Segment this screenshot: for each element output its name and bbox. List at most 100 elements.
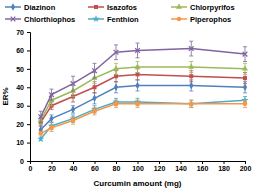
marker (92, 68, 97, 73)
y-tick: 30 (16, 102, 30, 109)
legend-marker (94, 5, 98, 9)
error-cap (136, 107, 140, 108)
y-tick: 0 (20, 158, 30, 165)
error-cap (243, 83, 247, 84)
error-bar (71, 106, 75, 113)
legend-label: Chlorthiophos (24, 15, 75, 24)
error-bar (243, 47, 247, 62)
x-axis-line (31, 162, 246, 165)
marker (38, 114, 43, 119)
x-tick-mark (159, 161, 160, 164)
y-axis-line (27, 33, 31, 162)
series (39, 80, 248, 133)
error-cap (189, 107, 193, 108)
marker (135, 82, 139, 89)
marker (114, 102, 119, 107)
legend-marker (177, 17, 182, 22)
series-line (41, 85, 245, 129)
error-cap (189, 100, 193, 101)
x-axis-title: Curcumin amount (mg) (94, 179, 182, 188)
error-cap (93, 92, 97, 93)
series-line (41, 104, 245, 133)
series-line (41, 67, 245, 120)
marker (49, 126, 54, 131)
error-cap (136, 43, 140, 44)
marker (189, 46, 194, 51)
error-cap (243, 100, 247, 101)
error-cap (189, 100, 193, 101)
legend: DiazinonIsazofosChlorpyrifosChlorthiopho… (5, 3, 235, 24)
y-tick-label: 50 (16, 66, 24, 73)
error-bar (189, 100, 193, 107)
marker (189, 74, 193, 78)
error-cap (189, 41, 193, 42)
error-bar (50, 89, 54, 100)
marker (188, 64, 194, 69)
marker (243, 84, 247, 91)
x-tick: 100 (132, 161, 144, 172)
y-tick-mark (27, 124, 30, 125)
error-cap (50, 131, 54, 132)
error-cap (39, 125, 43, 126)
marker (242, 65, 248, 70)
x-axis: 020406080100120140160180200 (29, 161, 252, 172)
marker (71, 118, 76, 123)
error-bar (50, 124, 54, 131)
error-cap (114, 81, 118, 82)
x-tick-mark (138, 161, 139, 164)
series (39, 69, 247, 126)
y-axis-title: ER% (1, 87, 10, 105)
x-tick-mark (202, 161, 203, 164)
error-bar (136, 100, 140, 107)
error-cap (39, 124, 43, 125)
x-tick-label: 60 (91, 165, 99, 172)
legend-marker (11, 17, 16, 22)
error-cap (243, 63, 247, 64)
error-bar (71, 76, 75, 91)
error-cap (136, 57, 140, 58)
error-cap (39, 125, 43, 126)
marker (49, 115, 53, 122)
legend-marker (176, 3, 182, 8)
y-tick: 70 (16, 29, 30, 36)
error-cap (39, 122, 43, 123)
legend-label: Chlorpyrifos (190, 3, 235, 12)
x-tick: 40 (70, 161, 78, 172)
error-cap (136, 79, 140, 80)
error-bar (93, 82, 97, 93)
error-cap (71, 90, 75, 91)
legend-item: Diazinon (5, 3, 56, 12)
y-tick-mark (27, 69, 30, 70)
y-tick-label: 10 (16, 139, 24, 146)
x-tick-label: 200 (240, 165, 252, 172)
x-tick: 160 (197, 161, 209, 172)
error-cap (93, 83, 97, 84)
error-bar (39, 132, 43, 136)
y-tick-label: 30 (16, 102, 24, 109)
error-bar (50, 115, 54, 122)
y-tick-mark (27, 50, 30, 51)
error-cap (136, 100, 140, 101)
error-cap (114, 107, 118, 108)
marker (38, 131, 43, 136)
error-cap (71, 124, 75, 125)
error-bar (243, 73, 247, 84)
series-line (41, 49, 245, 117)
x-tick-mark (95, 161, 96, 164)
error-cap (71, 90, 75, 91)
x-tick: 20 (48, 161, 56, 172)
error-cap (243, 61, 247, 62)
x-tick: 0 (29, 161, 33, 172)
error-bar (114, 82, 118, 93)
x-tick: 140 (175, 161, 187, 172)
error-cap (93, 63, 97, 64)
y-tick: 50 (16, 66, 30, 73)
y-tick: 10 (16, 139, 30, 146)
error-bar (136, 80, 140, 91)
y-tick: 20 (16, 121, 30, 128)
y-tick-label: 0 (20, 158, 24, 165)
error-cap (114, 44, 118, 45)
legend-label: Diazinon (24, 3, 56, 12)
x-tick-label: 120 (154, 165, 166, 172)
legend-label: Piperophos (190, 15, 231, 24)
